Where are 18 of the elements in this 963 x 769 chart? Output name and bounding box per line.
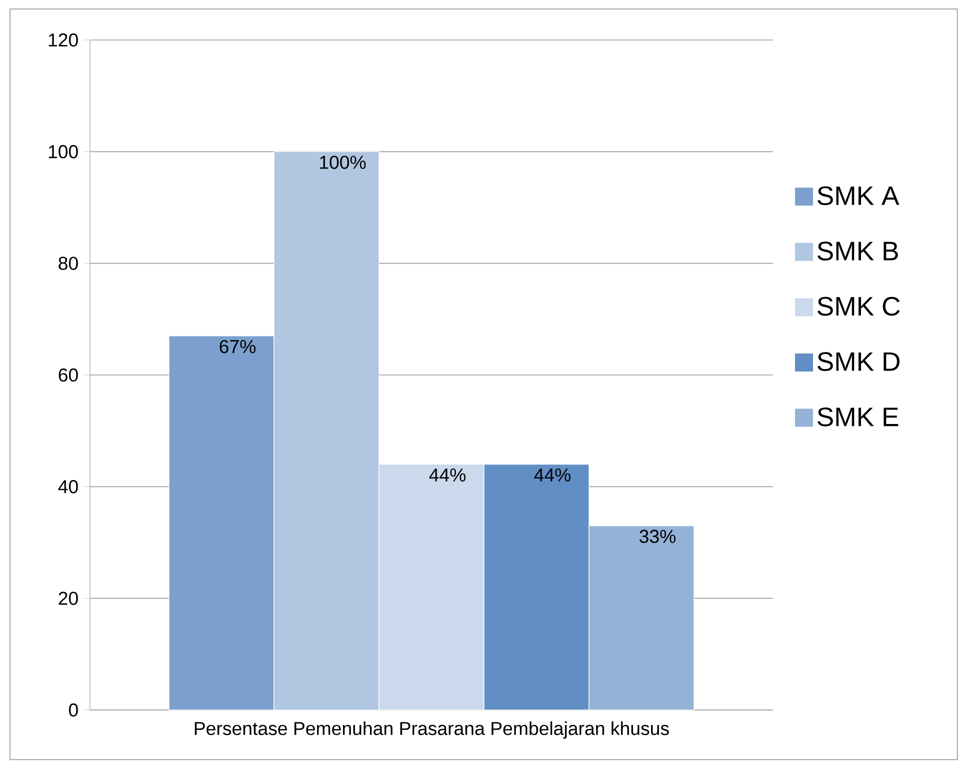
legend-label: SMK C <box>818 296 900 316</box>
y-tick-label: 80 <box>58 256 78 270</box>
legend-label: SMK A <box>818 186 900 206</box>
data-label: 100% <box>320 156 366 169</box>
legend-label: SMK D <box>818 352 900 372</box>
x-tick-label: Persentase Pemenuhan Prasarana Pembelajaran khusus <box>194 721 669 739</box>
data-label: 44% <box>534 468 571 482</box>
y-tick-label: 60 <box>58 368 78 382</box>
legend-label: SMK B <box>818 242 898 260</box>
legend-label: SMK E <box>818 407 898 426</box>
y-tick-label: 120 <box>48 33 78 47</box>
data-label: 44% <box>429 468 466 482</box>
y-tick-label: 100 <box>48 145 78 158</box>
data-label: 33% <box>640 530 676 544</box>
y-tick-label: 0 <box>68 703 78 717</box>
y-tick-label: 20 <box>58 592 78 605</box>
data-label: 67% <box>220 340 256 354</box>
y-tick-label: 40 <box>58 480 78 494</box>
